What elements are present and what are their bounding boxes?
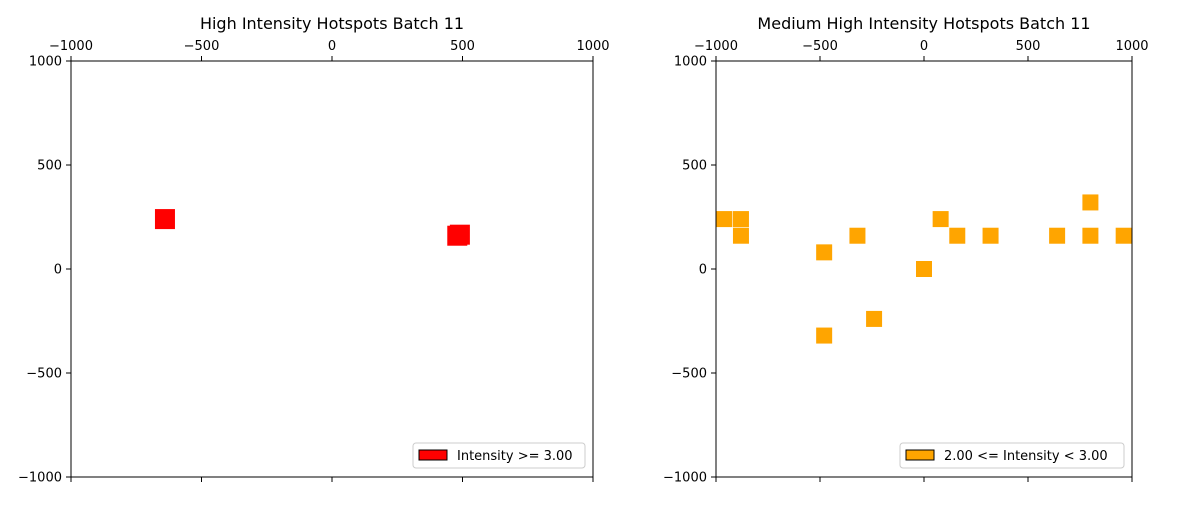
chart-high-intensity: High Intensity Hotspots Batch 11 −1000 −5… [18, 14, 610, 486]
x-tick-label: 0 [328, 39, 336, 54]
axes-frame [70, 60, 594, 478]
legend-swatch [905, 449, 935, 461]
data-point [949, 227, 966, 244]
chart-medium-high-intensity: Medium High Intensity Hotspots Batch 11 … [663, 14, 1149, 486]
plot-area: −1000 −500 0 500 1000 1000 500 0 −500 −1000 2.00 <… [663, 39, 1149, 486]
y-tick-label: −500 [26, 367, 62, 382]
y-tick-label: 500 [682, 159, 707, 174]
plot-area: −1000 −500 0 500 1000 1000 500 0 −500 −1000 Intens… [18, 39, 610, 486]
legend: 2.00 <= Intensity < 3.00 [899, 442, 1125, 469]
data-point [1115, 227, 1132, 244]
data-point [154, 209, 175, 230]
data-point [732, 211, 749, 228]
x-tick-label: −1000 [49, 39, 93, 54]
y-tick-label: 0 [699, 263, 707, 278]
y-tick-label: −1000 [18, 471, 62, 486]
data-point [916, 261, 932, 277]
legend-box [412, 442, 586, 469]
chart-title: Medium High Intensity Hotspots Batch 11 [757, 14, 1090, 33]
legend-swatch [418, 449, 448, 461]
x-tick-label: −500 [802, 39, 838, 54]
y-tick-label: 500 [37, 159, 62, 174]
data-point [1049, 227, 1066, 244]
y-tick-label: 0 [54, 263, 62, 278]
x-tick-label: 500 [1016, 39, 1041, 54]
x-tick-label: 1000 [576, 39, 609, 54]
x-tick-label: 0 [920, 39, 928, 54]
y-tick-label: −1000 [663, 471, 707, 486]
legend-box [899, 442, 1125, 469]
y-tick-label: 1000 [674, 55, 707, 70]
data-point [849, 227, 866, 244]
data-point [1082, 194, 1099, 211]
chart-title: High Intensity Hotspots Batch 11 [200, 14, 464, 33]
data-point [449, 224, 470, 245]
data-point [732, 227, 749, 244]
x-tick-label: −500 [184, 39, 220, 54]
x-tick-label: −1000 [694, 39, 738, 54]
x-tick-label: 1000 [1115, 39, 1148, 54]
data-point [866, 310, 883, 327]
y-tick-label: 1000 [29, 55, 62, 70]
data-point [716, 211, 733, 228]
legend-label: 2.00 <= Intensity < 3.00 [944, 449, 1108, 464]
data-point [816, 244, 833, 261]
x-tick-label: 500 [450, 39, 475, 54]
data-point [1082, 227, 1099, 244]
y-tick-label: −500 [671, 367, 707, 382]
data-point [932, 211, 949, 228]
data-point [982, 227, 999, 244]
legend-label: Intensity >= 3.00 [457, 449, 573, 464]
legend: Intensity >= 3.00 [412, 442, 586, 469]
data-point [816, 327, 833, 344]
